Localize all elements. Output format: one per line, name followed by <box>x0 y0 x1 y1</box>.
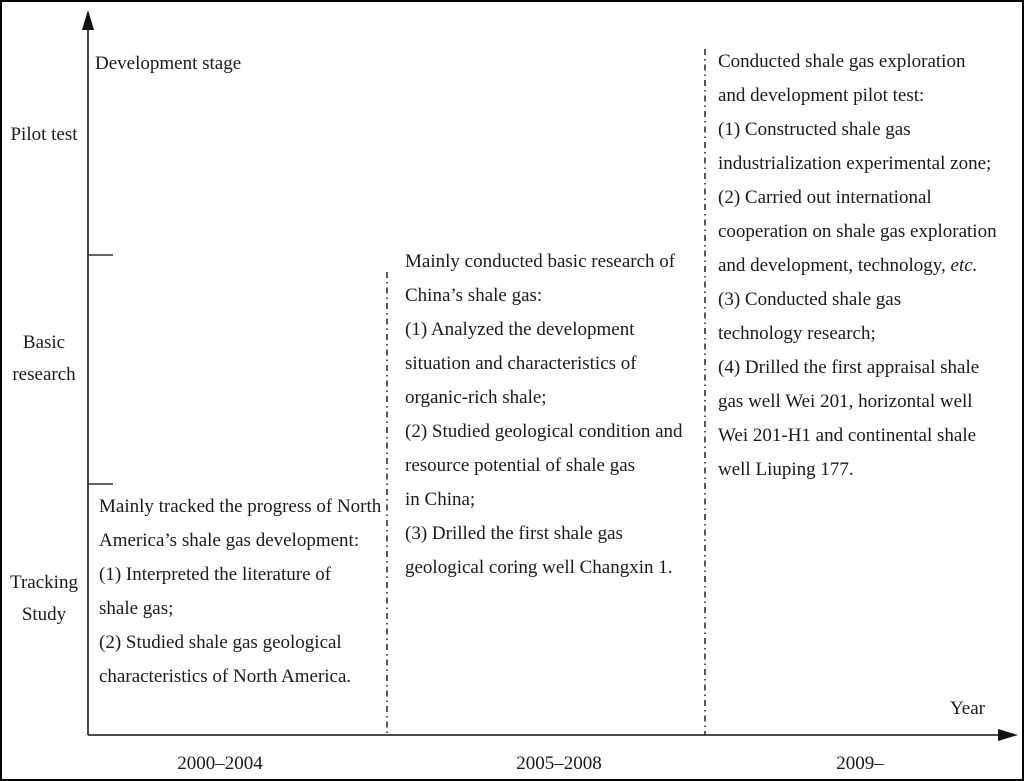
description-line: (3) Drilled the first shale gas <box>405 523 623 544</box>
description-line: resource potential of shale gas <box>405 455 636 476</box>
stage-label-tracking-study: Tracking Study <box>2 567 86 631</box>
description-line: situation and characteristics of <box>405 353 637 374</box>
description-line: (1) Interpreted the literature of <box>99 564 332 585</box>
description-line: (2) Studied geological condition and <box>405 421 683 442</box>
x-axis-arrowhead-icon <box>998 729 1018 741</box>
description-line: (1) Constructed shale gas <box>718 119 911 140</box>
description-line: industrialization experimental zone; <box>718 153 992 174</box>
period-label-2000-2004: 2000–2004 <box>177 753 263 774</box>
description-line: Wei 201-H1 and continental shale <box>718 425 977 446</box>
stage-label-line: Basic <box>22 332 66 353</box>
description-line: characteristics of North America. <box>99 666 352 687</box>
description-block-tracking-study: Mainly tracked the progress of North Ame… <box>99 490 389 694</box>
description-line: Mainly conducted basic research of <box>405 251 676 272</box>
description-line: cooperation on shale gas exploration <box>718 221 997 242</box>
description-line: (1) Analyzed the development <box>405 319 635 340</box>
period-label-2009: 2009– <box>836 753 884 774</box>
y-axis-title: Development stage <box>95 53 242 74</box>
stage-label-pilot-test: Pilot test <box>2 119 86 151</box>
stage-label-line: research <box>12 364 76 385</box>
y-axis-arrowhead-icon <box>82 10 94 30</box>
description-line: America’s shale gas development: <box>99 530 360 551</box>
description-line: shale gas; <box>99 598 174 619</box>
description-line: (2) Carried out international <box>718 187 932 208</box>
period-label-2005-2008: 2005–2008 <box>516 753 602 774</box>
description-line: organic-rich shale; <box>405 387 547 408</box>
description-line: gas well Wei 201, horizontal well <box>718 391 973 412</box>
description-line: (2) Studied shale gas geological <box>99 632 342 653</box>
description-line: in China; <box>405 489 476 510</box>
stage-label-line: Pilot test <box>10 124 78 145</box>
description-line: well Liuping 177. <box>718 459 854 480</box>
description-line: Mainly tracked the progress of North <box>99 496 382 517</box>
description-block-pilot-test: Conducted shale gas exploration and deve… <box>718 45 1022 487</box>
description-block-basic-research: Mainly conducted basic research of China… <box>405 245 700 585</box>
stage-label-basic-research: Basic research <box>2 327 86 391</box>
x-axis-title: Year <box>949 698 985 719</box>
etc-italic-text: etc. <box>950 255 978 276</box>
description-line: technology research; <box>718 323 876 344</box>
stage-label-line: Study <box>21 604 67 625</box>
description-line-text: and development, technology, <box>718 255 951 276</box>
stage-label-line: Tracking <box>10 572 78 593</box>
description-line-with-etc: and development, technology, etc. <box>718 249 1022 283</box>
description-line: and development pilot test: <box>718 85 925 106</box>
description-line: (3) Conducted shale gas <box>718 289 902 310</box>
description-line: (4) Drilled the first appraisal shale <box>718 357 980 378</box>
description-line: China’s shale gas: <box>405 285 543 306</box>
description-line: Conducted shale gas exploration <box>718 51 966 72</box>
description-line: geological coring well Changxin 1. <box>405 557 673 578</box>
